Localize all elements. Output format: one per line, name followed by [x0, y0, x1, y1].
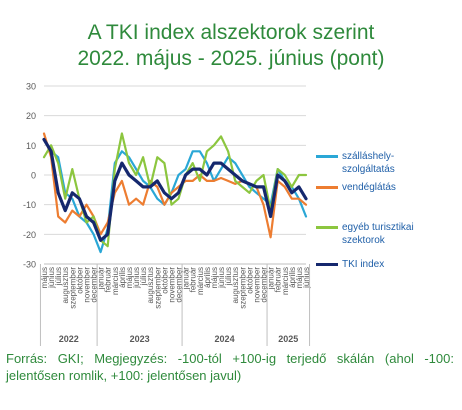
series-line	[42, 138, 308, 254]
legend-swatch	[316, 186, 338, 189]
x-tick-label: június	[47, 267, 56, 289]
x-tick-label: szeptember	[238, 267, 247, 309]
x-tick-label: február	[104, 267, 113, 293]
x-tick-label: június	[302, 267, 311, 289]
x-tick-label: november	[82, 267, 91, 303]
x-tick-label: augusztus	[146, 267, 155, 303]
x-tick-label: június	[132, 267, 141, 289]
x-tick-label: október	[160, 267, 169, 294]
legend-label: TKI index	[342, 259, 385, 270]
x-tick-label: július	[139, 267, 148, 286]
year-label: 2025	[278, 334, 298, 344]
legend-label: szálláshely-szolgáltatás	[342, 151, 395, 175]
x-tick-label: szeptember	[153, 267, 162, 309]
x-tick-label: május	[125, 267, 134, 288]
legend-swatch	[316, 155, 338, 158]
x-tick-label: július	[54, 267, 63, 286]
x-tick-label: április	[203, 267, 212, 288]
x-tick-label: november	[167, 267, 176, 303]
source-note: Forrás: GKI; Megjegyzés: -100-tól +100-i…	[6, 351, 454, 383]
x-tick-label: december	[260, 267, 269, 303]
legend-swatch	[316, 263, 338, 266]
y-tick-label: -20	[23, 230, 36, 240]
x-tick-label: január	[182, 267, 191, 291]
x-tick-label: május	[295, 267, 304, 288]
line-chart: 3020100-10-20-30májusjúniusjúliusauguszt…	[23, 82, 311, 346]
legend-label: egyéb turisztikai szektorok	[342, 222, 414, 246]
series-line	[42, 132, 308, 239]
y-tick-label: -10	[23, 200, 36, 210]
x-tick-label: december	[90, 267, 99, 303]
x-tick-label: február	[274, 267, 283, 293]
x-tick-label: december	[175, 267, 184, 303]
y-tick-label: 30	[26, 82, 36, 92]
x-tick-label: február	[189, 267, 198, 293]
x-tick-label: augusztus	[61, 267, 70, 303]
x-tick-label: március	[111, 267, 120, 295]
x-tick-label: október	[245, 267, 254, 294]
chart-title-line-2: 2022. május - 2025. június (pont)	[77, 47, 385, 70]
x-tick-label: április	[288, 267, 297, 288]
x-tick-label: január	[97, 267, 106, 291]
x-tick-label: július	[224, 267, 233, 286]
year-label: 2024	[215, 334, 235, 344]
x-tick-label: augusztus	[231, 267, 240, 303]
series-line	[42, 137, 308, 242]
year-label: 2022	[59, 334, 79, 344]
x-tick-label: november	[252, 267, 261, 303]
x-tick-label: május	[210, 267, 219, 288]
x-tick-label: március	[196, 267, 205, 295]
y-tick-label: 0	[31, 171, 36, 181]
y-tick-label: -30	[23, 260, 36, 270]
y-tick-label: 20	[26, 111, 36, 121]
legend-label: vendéglátás	[342, 182, 396, 193]
year-label: 2023	[130, 334, 150, 344]
legend-swatch	[316, 226, 338, 229]
x-tick-label: október	[75, 267, 84, 294]
chart-title-line-1: A TKI index alszektorok szerint	[87, 21, 375, 44]
x-tick-label: január	[267, 267, 276, 291]
x-tick-label: május	[40, 267, 49, 288]
x-tick-label: március	[281, 267, 290, 295]
series-line	[42, 132, 308, 248]
x-tick-label: április	[118, 267, 127, 288]
x-tick-label: június	[217, 267, 226, 289]
x-tick-label: szeptember	[68, 267, 77, 309]
y-tick-label: 10	[26, 141, 36, 151]
